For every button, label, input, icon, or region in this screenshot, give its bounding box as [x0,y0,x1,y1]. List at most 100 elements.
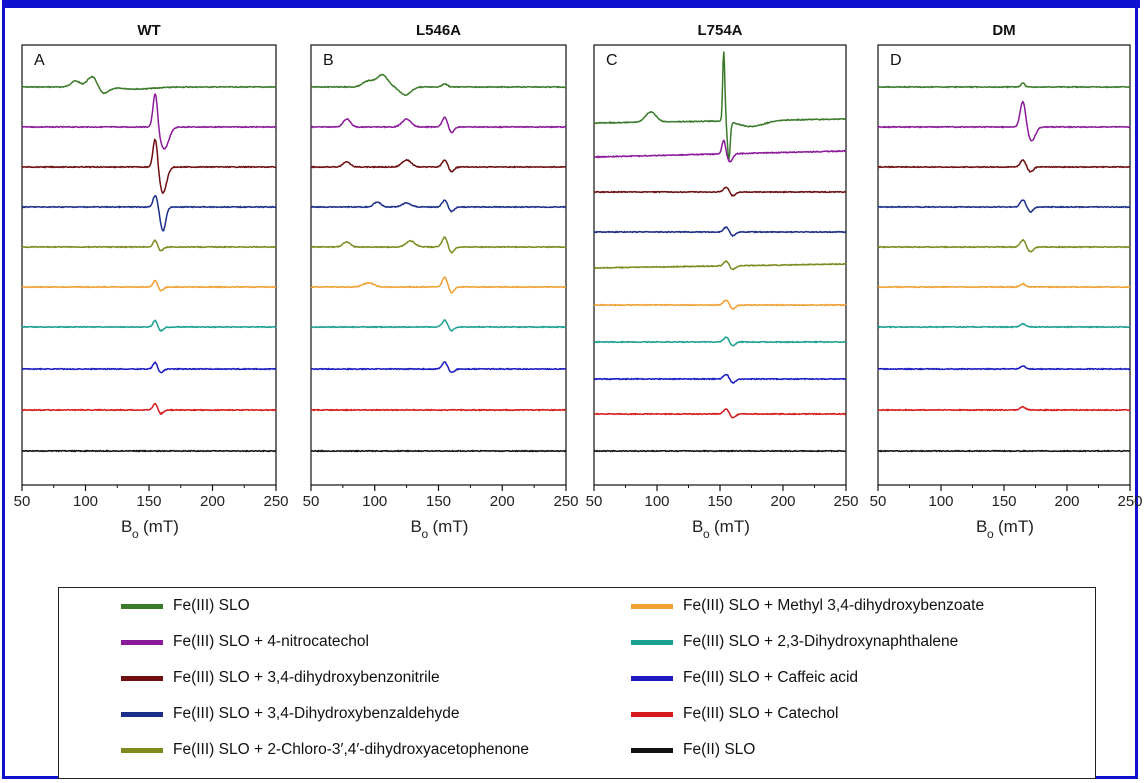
panel-title: DM [992,22,1015,39]
x-tick-label: 200 [1054,493,1079,510]
panel-title: WT [137,22,160,39]
legend-label: Fe(III) SLO + 2-Chloro-3′,4′-dihydroxyac… [173,741,530,758]
x-axis-label-sub: o [422,527,429,541]
x-axis-label: B [411,517,422,536]
spectrum-line [877,365,1131,371]
legend-item: Fe(III) SLO + 4-nitrocatechol [121,630,369,654]
spectrum-line [21,239,277,252]
panel-frame [877,44,1131,486]
legend-label: Fe(III) SLO + 3,4-dihydroxybenzonitrile [173,669,440,686]
x-axis-label-unit: (mT) [143,517,179,536]
legend-item: Fe(III) SLO + 2,3-Dihydroxynaphthalene [631,630,958,654]
spectrum-line [310,408,566,412]
spectrum-line [877,159,1131,173]
panel-title: L754A [697,22,742,39]
spectrum-line [593,299,847,310]
legend-label: Fe(II) SLO [683,741,756,758]
x-tick-label: 150 [136,493,161,510]
x-tick-label: 250 [553,493,578,510]
x-tick-label: 100 [73,493,98,510]
panel-letter: C [606,52,618,69]
x-tick-label: 50 [303,493,320,510]
panel-letter: B [323,52,334,69]
legend-label: Fe(III) SLO + Catechol [683,705,839,722]
x-axis-label-sub: o [132,527,139,541]
spectrum-line [593,449,847,453]
x-tick-label: 50 [870,493,887,510]
x-tick-label: 250 [833,493,858,510]
legend: Fe(III) SLO Fe(III) SLO + 4-nitrocatechol… [58,587,1096,779]
spectrum-line [593,259,847,271]
legend-item: Fe(II) SLO [631,738,755,762]
spectrum-line [310,449,567,453]
legend-item: Fe(III) SLO [121,594,250,618]
x-tick-label: 250 [263,493,288,510]
legend-swatch [121,711,163,717]
spectrum-line [593,51,847,161]
legend-label: Fe(III) SLO + Methyl 3,4-dihydroxybenzoa… [683,597,985,614]
spectrum-line [21,138,277,195]
spectrum-line [21,402,277,416]
spectrum-line [877,449,1131,453]
spectrum-line [21,361,277,374]
panel-title: L546A [416,22,461,39]
x-axis-label-sub: o [987,527,994,541]
legend-label: Fe(III) SLO + 4-nitrocatechol [173,633,369,650]
spectrum-line [877,282,1131,289]
spectrum-line [877,199,1131,214]
legend-swatch [121,675,163,681]
legend-item: Fe(III) SLO + 3,4-dihydroxybenzonitrile [121,666,440,690]
spectrum-line [310,158,567,173]
legend-label: Fe(III) SLO + 3,4-Dihydroxybenzaldehyde [173,705,460,722]
legend-swatch [631,711,673,717]
legend-swatch [631,675,673,681]
legend-swatch [121,603,163,609]
spectrum-line [310,319,567,332]
legend-item: Fe(III) SLO + 3,4-Dihydroxybenzaldehyde [121,702,459,726]
spectrum-line [877,82,1131,89]
spectrum-line [593,139,847,164]
legend-swatch [631,603,673,609]
spectrum-line [877,405,1131,412]
x-axis-label-unit: (mT) [714,517,750,536]
x-axis-label-unit: (mT) [433,517,469,536]
x-tick-label: 50 [14,493,31,510]
legend-item: Fe(III) SLO + Caffeic acid [631,666,858,690]
spectrum-line [593,186,847,197]
spectrum-line [593,408,847,419]
x-tick-label: 50 [586,493,603,510]
x-tick-label: 150 [991,493,1016,510]
x-axis-label-sub: o [703,527,710,541]
spectrum-line [21,93,276,150]
x-tick-label: 200 [490,493,515,510]
legend-label: Fe(III) SLO + 2,3-Dihydroxynaphthalene [683,633,959,650]
spectrum-line [310,199,567,213]
panel-letter: D [890,52,902,69]
panel-frame [310,44,567,486]
x-axis-label: B [692,517,703,536]
panel-frame [21,44,277,486]
spectrum-line [877,100,1131,142]
spectrum-line [877,238,1130,253]
legend-label: Fe(III) SLO [173,597,250,614]
x-tick-label: 150 [707,493,732,510]
spectrum-line [310,361,567,374]
spectrum-line [21,75,277,95]
x-axis-label: B [121,517,132,536]
spectrum-line [593,373,847,384]
legend-item: Fe(III) SLO + 2-Chloro-3′,4′-dihydroxyac… [121,738,529,762]
x-tick-label: 150 [426,493,451,510]
spectrum-line [593,336,847,347]
spectrum-line [21,194,277,232]
x-axis-label: B [976,517,987,536]
panel-letter: A [34,52,45,69]
spectrum-line [310,276,566,294]
spectrum-line [21,319,277,332]
x-tick-label: 200 [770,493,795,510]
x-tick-label: 100 [644,493,669,510]
spectrum-line [21,279,277,292]
legend-swatch [631,747,673,753]
legend-label: Fe(III) SLO + Caffeic acid [683,669,859,686]
spectrum-line [878,322,1131,329]
